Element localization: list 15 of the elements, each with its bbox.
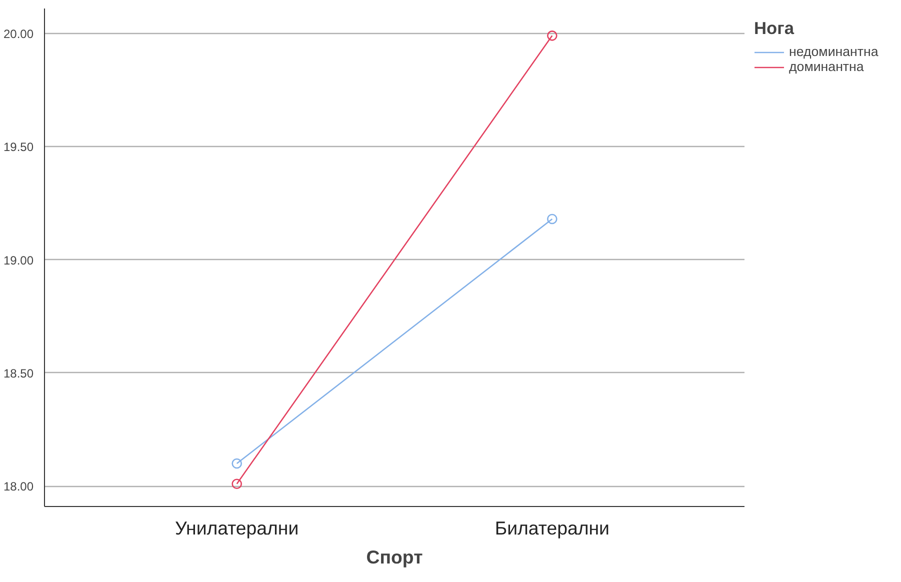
y-tick-label: 19.00: [3, 253, 34, 268]
legend-label: доминантна: [789, 59, 864, 74]
x-tick-label: Билатерални: [494, 518, 610, 538]
y-tick-label: 18.50: [3, 366, 34, 380]
y-tick-label: 20.00: [3, 26, 34, 41]
legend-label: недоминантна: [789, 44, 878, 59]
point: [547, 214, 558, 224]
y-tick-label: 18.00: [3, 480, 34, 494]
point: [547, 30, 558, 41]
point: [232, 478, 242, 490]
x-tick-label: Унилатерални: [175, 518, 299, 538]
x-axis-title: Спорт: [366, 546, 423, 568]
point: [232, 458, 242, 469]
y-tick-label: 19.50: [3, 140, 34, 154]
legend-title: Нога: [754, 18, 796, 39]
